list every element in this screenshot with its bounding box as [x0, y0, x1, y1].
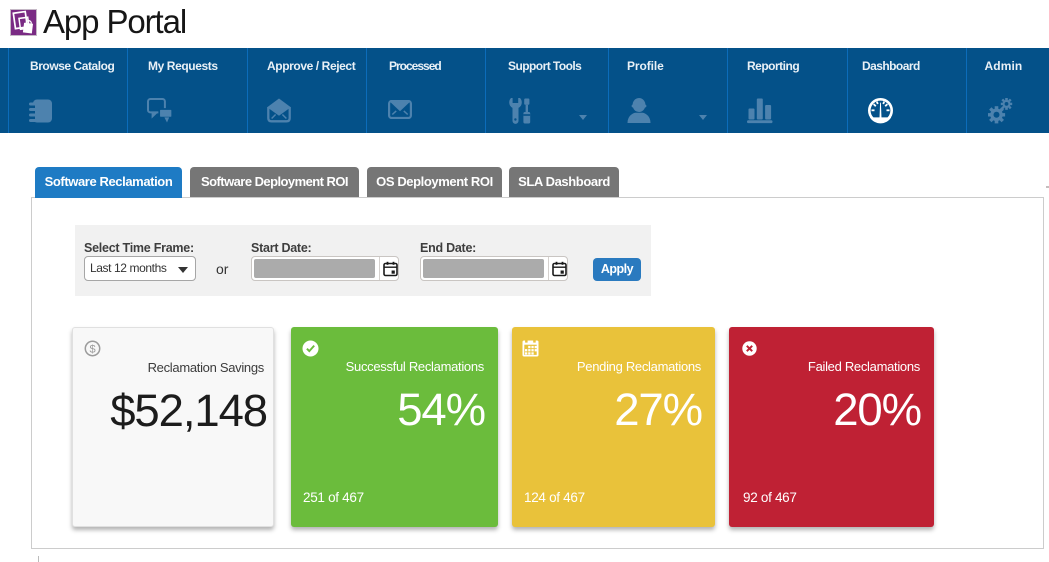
svg-text:$: $ [89, 343, 95, 355]
